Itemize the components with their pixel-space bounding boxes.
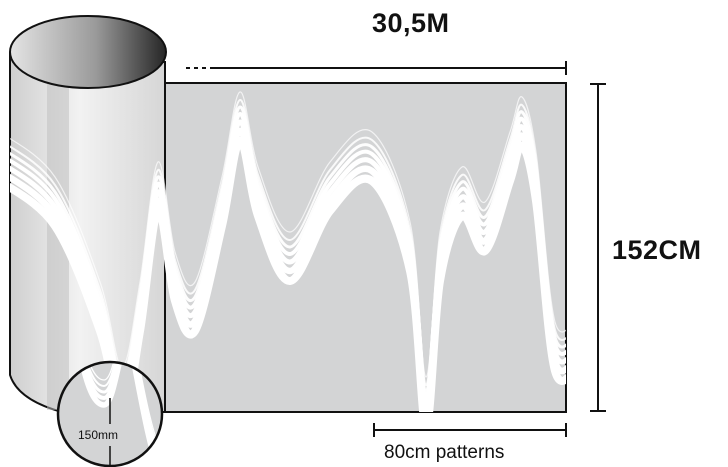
pattern-dimension-line bbox=[373, 423, 567, 437]
wave-line bbox=[10, 91, 566, 378]
wave-line bbox=[10, 136, 566, 412]
pattern-repeat-label: 80cm patterns bbox=[384, 442, 505, 463]
height-dimension-line bbox=[590, 83, 606, 412]
roll-height-label: 152CM bbox=[612, 235, 702, 265]
film-roll-icon bbox=[9, 15, 167, 413]
detail-size-label: 150mm bbox=[78, 428, 119, 442]
roll-length-label: 30,5M bbox=[372, 8, 450, 38]
film-sheet bbox=[164, 82, 567, 413]
wave-pattern bbox=[10, 91, 566, 412]
length-dimension-line bbox=[186, 61, 567, 75]
